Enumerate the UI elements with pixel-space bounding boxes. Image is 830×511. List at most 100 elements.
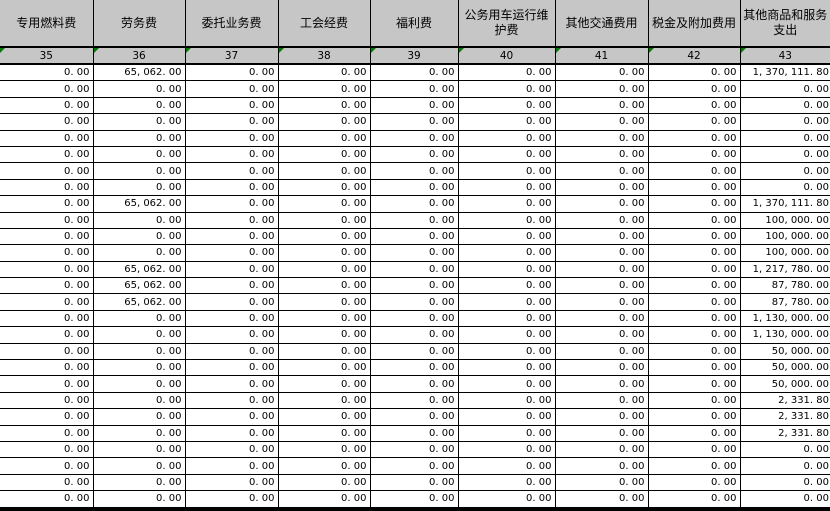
table-cell[interactable]: 0. 00 bbox=[458, 113, 556, 131]
table-cell[interactable]: 0. 00 bbox=[648, 195, 741, 213]
table-cell[interactable]: 50, 000. 00 bbox=[740, 359, 830, 377]
table-cell[interactable]: 0. 00 bbox=[0, 490, 94, 508]
table-cell[interactable]: 0. 00 bbox=[458, 162, 556, 180]
table-cell[interactable]: 0. 00 bbox=[555, 425, 649, 442]
table-cell[interactable]: 0. 00 bbox=[458, 457, 556, 475]
table-cell[interactable]: 0. 00 bbox=[0, 80, 94, 98]
table-cell[interactable]: 0. 00 bbox=[370, 490, 459, 508]
table-cell[interactable]: 0. 00 bbox=[370, 195, 459, 213]
table-cell[interactable]: 0. 00 bbox=[555, 80, 649, 98]
column-header-36[interactable]: 劳务费 bbox=[93, 0, 186, 48]
table-cell[interactable]: 0. 00 bbox=[185, 441, 279, 459]
table-cell[interactable]: 0. 00 bbox=[0, 457, 94, 475]
table-cell[interactable]: 0. 00 bbox=[458, 310, 556, 328]
table-cell[interactable]: 0. 00 bbox=[740, 113, 830, 131]
table-cell[interactable]: 0. 00 bbox=[648, 113, 741, 131]
table-cell[interactable]: 0. 00 bbox=[0, 277, 94, 295]
table-cell[interactable]: 65, 062. 00 bbox=[93, 293, 186, 311]
table-cell[interactable]: 0. 00 bbox=[93, 244, 186, 262]
table-cell[interactable]: 0. 00 bbox=[0, 441, 94, 459]
table-cell[interactable]: 0. 00 bbox=[0, 375, 94, 393]
table-cell[interactable]: 0. 00 bbox=[370, 392, 459, 410]
table-cell[interactable]: 65, 062. 00 bbox=[93, 277, 186, 295]
table-cell[interactable]: 0. 00 bbox=[370, 441, 459, 459]
table-cell[interactable]: 0. 00 bbox=[0, 408, 94, 426]
table-cell[interactable]: 0. 00 bbox=[185, 130, 279, 147]
table-cell[interactable]: 0. 00 bbox=[93, 80, 186, 98]
table-cell[interactable]: 0. 00 bbox=[185, 375, 279, 393]
table-cell[interactable]: 0. 00 bbox=[648, 392, 741, 410]
column-header-39[interactable]: 福利费 bbox=[370, 0, 459, 48]
table-cell[interactable]: 0. 00 bbox=[0, 212, 94, 229]
table-cell[interactable]: 0. 00 bbox=[648, 130, 741, 147]
table-cell[interactable]: 0. 00 bbox=[740, 441, 830, 459]
table-cell[interactable]: 0. 00 bbox=[555, 212, 649, 229]
table-cell[interactable]: 0. 00 bbox=[185, 212, 279, 229]
table-cell[interactable]: 0. 00 bbox=[458, 375, 556, 393]
table-cell[interactable]: 0. 00 bbox=[740, 457, 830, 475]
table-cell[interactable]: 0. 00 bbox=[555, 228, 649, 246]
table-cell[interactable]: 0. 00 bbox=[0, 228, 94, 246]
table-cell[interactable]: 0. 00 bbox=[93, 425, 186, 442]
table-cell[interactable]: 0. 00 bbox=[458, 293, 556, 311]
table-cell[interactable]: 0. 00 bbox=[555, 130, 649, 147]
table-cell[interactable]: 0. 00 bbox=[648, 212, 741, 229]
table-cell[interactable]: 0. 00 bbox=[555, 457, 649, 475]
table-cell[interactable]: 0. 00 bbox=[0, 425, 94, 442]
table-cell[interactable]: 0. 00 bbox=[648, 277, 741, 295]
table-cell[interactable]: 0. 00 bbox=[278, 277, 371, 295]
table-cell[interactable]: 0. 00 bbox=[278, 310, 371, 328]
table-cell[interactable]: 0. 00 bbox=[370, 80, 459, 98]
table-cell[interactable]: 0. 00 bbox=[458, 228, 556, 246]
table-cell[interactable]: 0. 00 bbox=[278, 80, 371, 98]
column-code-35[interactable]: 35 bbox=[0, 47, 94, 65]
table-cell[interactable]: 0. 00 bbox=[93, 359, 186, 377]
table-cell[interactable]: 0. 00 bbox=[648, 490, 741, 508]
table-cell[interactable]: 0. 00 bbox=[0, 474, 94, 492]
table-cell[interactable]: 0. 00 bbox=[185, 457, 279, 475]
table-cell[interactable]: 0. 00 bbox=[648, 457, 741, 475]
table-cell[interactable]: 65, 062. 00 bbox=[93, 195, 186, 213]
table-cell[interactable]: 0. 00 bbox=[185, 408, 279, 426]
table-cell[interactable]: 0. 00 bbox=[278, 113, 371, 131]
column-code-42[interactable]: 42 bbox=[648, 47, 741, 65]
table-cell[interactable]: 0. 00 bbox=[185, 195, 279, 213]
table-cell[interactable]: 0. 00 bbox=[458, 490, 556, 508]
table-cell[interactable]: 0. 00 bbox=[93, 162, 186, 180]
table-cell[interactable]: 0. 00 bbox=[185, 277, 279, 295]
column-header-41[interactable]: 其他交通费用 bbox=[555, 0, 649, 48]
table-cell[interactable]: 0. 00 bbox=[278, 343, 371, 361]
table-cell[interactable]: 0. 00 bbox=[370, 375, 459, 393]
table-cell[interactable]: 0. 00 bbox=[555, 64, 649, 82]
table-cell[interactable]: 0. 00 bbox=[648, 80, 741, 98]
table-cell[interactable]: 0. 00 bbox=[278, 146, 371, 164]
table-cell[interactable]: 0. 00 bbox=[278, 261, 371, 279]
column-header-37[interactable]: 委托业务费 bbox=[185, 0, 279, 48]
table-cell[interactable]: 0. 00 bbox=[370, 228, 459, 246]
table-cell[interactable]: 0. 00 bbox=[555, 310, 649, 328]
table-cell[interactable]: 0. 00 bbox=[555, 326, 649, 344]
table-cell[interactable]: 100, 000. 00 bbox=[740, 244, 830, 262]
table-cell[interactable]: 0. 00 bbox=[555, 195, 649, 213]
table-cell[interactable]: 0. 00 bbox=[370, 261, 459, 279]
table-cell[interactable]: 0. 00 bbox=[278, 195, 371, 213]
table-cell[interactable]: 0. 00 bbox=[648, 326, 741, 344]
table-cell[interactable]: 0. 00 bbox=[458, 195, 556, 213]
table-cell[interactable]: 0. 00 bbox=[370, 359, 459, 377]
table-cell[interactable]: 0. 00 bbox=[93, 408, 186, 426]
table-cell[interactable]: 0. 00 bbox=[185, 64, 279, 82]
table-cell[interactable]: 0. 00 bbox=[0, 97, 94, 115]
table-cell[interactable]: 0. 00 bbox=[93, 310, 186, 328]
table-cell[interactable]: 0. 00 bbox=[648, 310, 741, 328]
table-cell[interactable]: 0. 00 bbox=[0, 64, 94, 82]
table-cell[interactable]: 0. 00 bbox=[278, 293, 371, 311]
table-cell[interactable]: 0. 00 bbox=[370, 146, 459, 164]
table-cell[interactable]: 0. 00 bbox=[458, 130, 556, 147]
table-cell[interactable]: 50, 000. 00 bbox=[740, 375, 830, 393]
table-cell[interactable]: 0. 00 bbox=[278, 457, 371, 475]
table-cell[interactable]: 0. 00 bbox=[555, 162, 649, 180]
table-cell[interactable]: 0. 00 bbox=[458, 425, 556, 442]
table-cell[interactable]: 2, 331. 80 bbox=[740, 408, 830, 426]
table-cell[interactable]: 0. 00 bbox=[458, 474, 556, 492]
table-cell[interactable]: 0. 00 bbox=[93, 343, 186, 361]
